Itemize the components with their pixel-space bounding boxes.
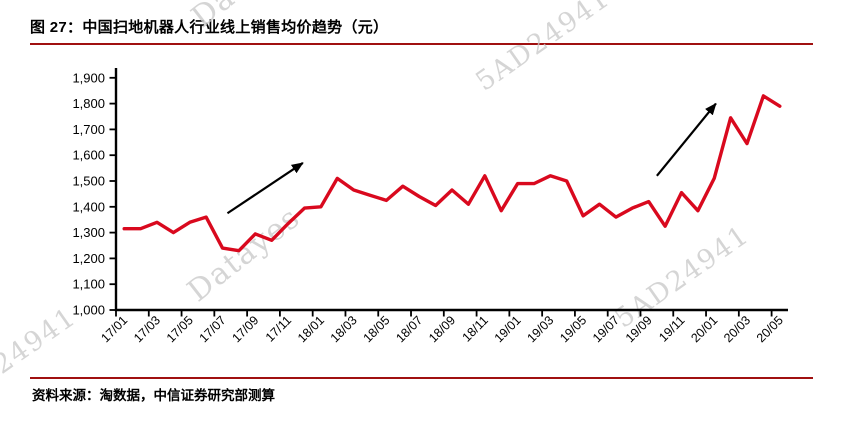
x-axis-label: 17/07: [197, 313, 229, 345]
y-axis-label: 1,800: [72, 96, 105, 111]
title-divider: [30, 43, 813, 45]
x-axis-label: 17/09: [229, 313, 261, 345]
x-axis-label: 18/07: [393, 313, 425, 345]
x-axis-label: 18/05: [361, 313, 393, 345]
footer-divider: [30, 377, 813, 379]
watermark-text: 5AD24941: [470, 0, 616, 98]
x-axis-label: 17/01: [98, 313, 130, 345]
x-axis-label: 18/01: [295, 313, 327, 345]
x-axis-label: 19/01: [492, 313, 524, 345]
x-axis-label: 17/05: [164, 313, 196, 345]
y-axis-label: 1,400: [72, 199, 105, 214]
price-line: [122, 94, 782, 253]
y-axis-label: 1,000: [72, 303, 105, 318]
watermark-text: 5AD24941: [609, 220, 755, 335]
trend-arrow: [656, 102, 717, 177]
trend-arrow: [226, 162, 304, 215]
x-axis-label: 19/05: [557, 313, 589, 345]
x-axis-label: 19/03: [524, 313, 556, 345]
x-axis-label: 18/09: [426, 313, 458, 345]
y-axis-label: 1,600: [72, 148, 105, 163]
x-axis-label: 17/11: [263, 313, 294, 344]
x-axis-label: 18/11: [460, 313, 491, 344]
y-axis-label: 1,700: [72, 122, 105, 137]
x-axis-label: 20/03: [721, 313, 753, 345]
x-axis-label: 20/05: [754, 313, 786, 345]
watermark-text: Datayes: [185, 0, 311, 35]
x-axis-label: 18/03: [328, 313, 360, 345]
y-axis-label: 1,100: [72, 277, 105, 292]
x-axis-label: 19/11: [656, 313, 687, 344]
y-axis-label: 1,300: [72, 225, 105, 240]
source-note: 资料来源：淘数据，中信证券研究部测算: [32, 388, 275, 403]
y-axis-label: 1,500: [72, 174, 105, 189]
y-axis-label: 1,900: [72, 70, 105, 85]
y-axis-label: 1,200: [72, 251, 105, 266]
watermark-text: Datayes: [181, 200, 307, 309]
x-axis-label: 20/01: [688, 313, 720, 345]
figure-title: 图 27：中国扫地机器人行业线上销售均价趋势（元）: [30, 19, 389, 36]
x-axis-label: 17/03: [131, 313, 163, 345]
